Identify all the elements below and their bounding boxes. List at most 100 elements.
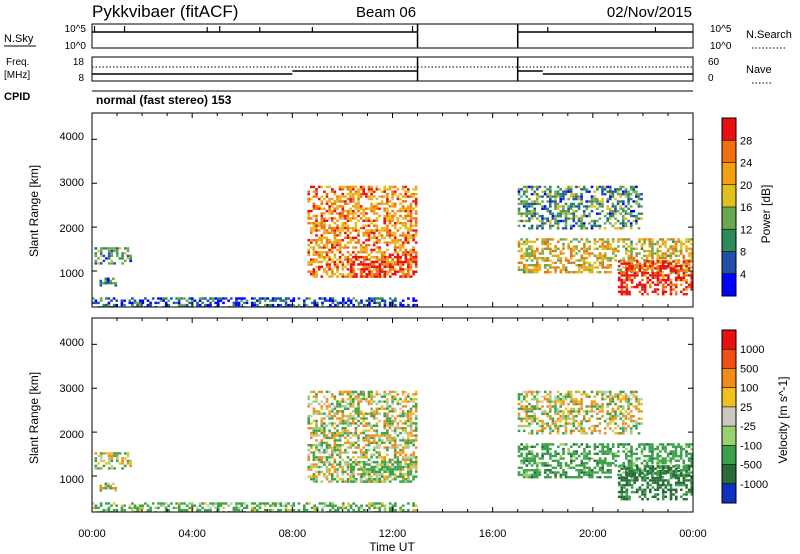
power-cell bbox=[564, 268, 568, 272]
power-cell bbox=[569, 212, 573, 215]
velocity-cell bbox=[562, 447, 565, 451]
velocity-cell bbox=[338, 478, 342, 481]
power-cell bbox=[625, 285, 629, 289]
power-cell bbox=[317, 246, 321, 249]
power-cell bbox=[606, 190, 609, 193]
power-cell bbox=[590, 200, 594, 203]
velocity-cell bbox=[651, 452, 654, 455]
power-cell bbox=[517, 190, 521, 193]
power-cell bbox=[362, 212, 365, 215]
power-cell bbox=[606, 205, 609, 208]
power-cell bbox=[336, 241, 339, 244]
power-cell bbox=[391, 192, 394, 196]
power-cell bbox=[333, 239, 337, 242]
velocity-cell bbox=[312, 444, 316, 447]
power-cell bbox=[541, 195, 544, 198]
power-cell bbox=[399, 243, 402, 247]
power-cell bbox=[162, 297, 165, 300]
power-cell bbox=[388, 270, 392, 273]
power-cell bbox=[126, 247, 130, 250]
power-cell bbox=[541, 242, 544, 246]
velocity-cell bbox=[585, 393, 589, 396]
velocity-cell bbox=[370, 441, 373, 444]
velocity-cell bbox=[383, 393, 386, 396]
power-cell bbox=[525, 247, 529, 250]
velocity-cell bbox=[159, 502, 163, 505]
power-cell bbox=[520, 214, 523, 218]
velocity-cell bbox=[386, 431, 389, 435]
power-cell bbox=[637, 197, 641, 201]
power-cell bbox=[388, 255, 392, 259]
power-cell bbox=[520, 247, 523, 250]
power-cell bbox=[386, 219, 389, 222]
velocity-cell bbox=[543, 476, 547, 479]
power-cell bbox=[274, 297, 277, 300]
velocity-cell bbox=[121, 459, 124, 463]
velocity-cell bbox=[575, 398, 578, 401]
power-cell bbox=[690, 278, 693, 282]
velocity-cell bbox=[110, 459, 114, 463]
power-cell bbox=[386, 209, 389, 213]
power-cell bbox=[367, 185, 371, 189]
power-cell bbox=[175, 301, 178, 305]
power-cell bbox=[333, 222, 337, 225]
velocity-cell bbox=[256, 504, 259, 507]
velocity-cell bbox=[107, 508, 111, 512]
power-cell bbox=[313, 303, 316, 307]
power-cell bbox=[362, 263, 366, 266]
power-cell bbox=[341, 217, 345, 220]
power-cell bbox=[593, 242, 597, 246]
velocity-cell bbox=[554, 422, 557, 425]
velocity-cell bbox=[580, 443, 584, 446]
power-cell bbox=[307, 217, 310, 220]
power-cell bbox=[577, 268, 581, 272]
power-cell bbox=[341, 205, 345, 208]
power-cell bbox=[614, 188, 617, 191]
velocity-cell bbox=[401, 468, 405, 471]
power-cell bbox=[346, 260, 350, 264]
power-cell bbox=[112, 303, 116, 307]
velocity-cell bbox=[554, 476, 557, 479]
velocity-cell bbox=[312, 400, 316, 403]
velocity-cell bbox=[556, 432, 560, 435]
power-cell bbox=[651, 245, 654, 248]
power-cell bbox=[399, 303, 402, 307]
velocity-cell bbox=[407, 444, 410, 447]
velocity-cell bbox=[354, 412, 358, 415]
power-cell bbox=[94, 254, 98, 258]
power-cell bbox=[590, 185, 594, 189]
power-cell bbox=[394, 297, 397, 300]
power-cell bbox=[399, 192, 402, 196]
power-cell bbox=[572, 224, 576, 228]
velocity-cell bbox=[588, 395, 591, 398]
power-cell bbox=[619, 185, 622, 189]
velocity-cell bbox=[349, 424, 352, 427]
power-cell bbox=[352, 251, 355, 254]
velocity-cell bbox=[538, 457, 542, 460]
velocity-cell bbox=[185, 504, 189, 507]
velocity-cell bbox=[619, 443, 623, 446]
velocity-cell bbox=[312, 431, 316, 435]
velocity-cell bbox=[414, 460, 418, 464]
power-cell bbox=[624, 212, 628, 215]
velocity-cell bbox=[664, 445, 667, 448]
velocity-cell bbox=[687, 457, 691, 460]
velocity-cell bbox=[669, 469, 673, 472]
power-cell bbox=[590, 219, 594, 223]
power-cell bbox=[355, 273, 358, 276]
velocity-cell bbox=[375, 446, 379, 449]
velocity-cell bbox=[591, 471, 594, 474]
power-cell bbox=[559, 271, 563, 274]
velocity-cell bbox=[368, 478, 371, 481]
power-heatmap bbox=[92, 185, 693, 307]
power-cell bbox=[346, 246, 350, 249]
power-cell bbox=[325, 256, 329, 259]
power-cell bbox=[329, 303, 332, 307]
power-cell bbox=[357, 268, 360, 271]
power-cell bbox=[580, 197, 583, 201]
power-cell bbox=[517, 242, 521, 246]
power-cell bbox=[365, 258, 369, 261]
power-cell bbox=[559, 195, 562, 198]
velocity-cell bbox=[551, 454, 555, 458]
power-cell bbox=[409, 251, 413, 254]
